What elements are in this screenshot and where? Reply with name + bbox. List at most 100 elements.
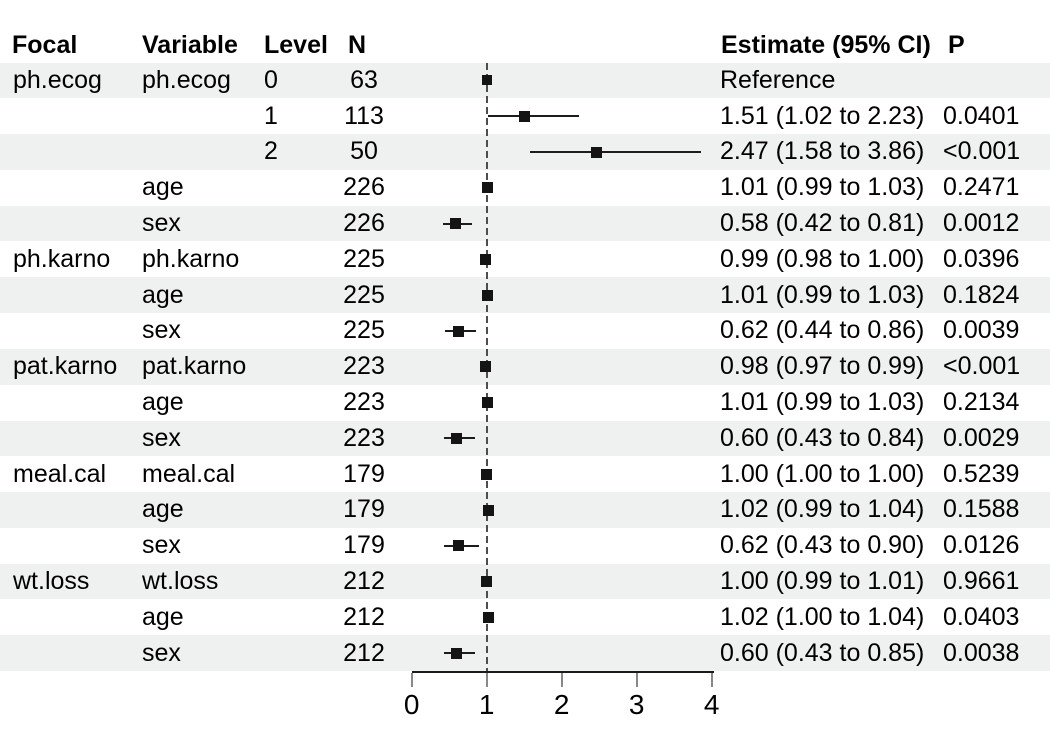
table-row: wt.loss wt.loss 212 1.00 (0.99 to 1.01) 0.96…	[0, 563, 1050, 600]
n-cell: 212	[343, 567, 385, 596]
estimate-cell: 0.58 (0.42 to 0.81)	[720, 209, 925, 238]
n-cell: 113	[344, 101, 384, 130]
estimate-marker	[481, 182, 493, 194]
p-cell: 0.0396	[943, 244, 1020, 273]
x-axis-tick-label: 1	[478, 689, 495, 720]
estimate-cell: Reference	[720, 65, 836, 94]
p-cell: 0.1824	[943, 280, 1020, 309]
level-cell: 0	[264, 65, 278, 94]
n-cell: 179	[343, 459, 385, 488]
col-header-estimate: Estimate (95% CI)	[721, 31, 931, 59]
variable-cell: ph.ecog	[142, 65, 231, 94]
estimate-cell: 1.01 (0.99 to 1.03)	[720, 388, 925, 417]
estimate-cell: 0.62 (0.43 to 0.90)	[720, 531, 925, 560]
x-axis-line	[411, 670, 714, 673]
x-axis-tick-label: 0	[403, 689, 420, 720]
level-cell: 1	[264, 101, 278, 130]
n-cell: 226	[343, 173, 385, 202]
table-row: 1 113 1.51 (1.02 to 2.23) 0.0401	[0, 98, 1050, 134]
estimate-marker	[481, 576, 493, 588]
variable-cell: sex	[142, 638, 181, 667]
estimate-cell: 1.00 (0.99 to 1.01)	[720, 567, 925, 596]
estimate-marker	[481, 468, 493, 480]
n-cell: 179	[343, 495, 385, 524]
col-header-variable: Variable	[142, 31, 238, 59]
estimate-cell: 1.01 (0.99 to 1.03)	[720, 173, 925, 202]
table-row: sex 226 0.58 (0.42 to 0.81) 0.0012	[0, 205, 1050, 242]
estimate-cell: 0.99 (0.98 to 1.00)	[720, 244, 925, 273]
p-cell: 0.9661	[943, 567, 1020, 596]
n-cell: 225	[343, 244, 385, 273]
estimate-cell: 2.47 (1.58 to 3.86)	[720, 137, 925, 166]
col-header-n: N	[348, 31, 367, 59]
x-axis-tick	[410, 672, 413, 687]
table-row: ph.karno ph.karno 225 0.99 (0.98 to 1.00) 0.…	[0, 242, 1050, 278]
level-cell: 2	[264, 137, 278, 166]
p-cell: <0.001	[943, 352, 1021, 381]
variable-cell: sex	[142, 209, 181, 238]
col-header-level: Level	[264, 31, 328, 59]
table-row: meal.cal meal.cal 179 1.00 (1.00 to 1.00) 0.…	[0, 456, 1050, 492]
n-cell: 225	[343, 316, 385, 345]
variable-cell: pat.karno	[142, 352, 247, 381]
table-row: pat.karno pat.karno 223 0.98 (0.97 to 0.99)…	[0, 348, 1050, 385]
variable-cell: ph.karno	[142, 244, 240, 273]
n-cell: 212	[343, 638, 385, 667]
estimate-marker	[452, 325, 464, 337]
p-cell: 0.2134	[943, 388, 1020, 417]
p-cell: 0.5239	[943, 459, 1020, 488]
variable-cell: age	[142, 602, 184, 631]
table-row: sex 212 0.60 (0.43 to 0.85) 0.0038	[0, 635, 1050, 672]
x-axis-tick-label: 4	[703, 689, 720, 720]
p-cell: 0.0038	[943, 638, 1020, 667]
focal-cell: wt.loss	[13, 567, 90, 596]
estimate-cell: 1.01 (0.99 to 1.03)	[720, 280, 925, 309]
n-cell: 223	[343, 423, 385, 452]
estimate-marker	[481, 397, 493, 409]
table-row: 2 50 2.47 (1.58 to 3.86) <0.001	[0, 134, 1050, 170]
table-row: age 223 1.01 (0.99 to 1.03) 0.2134	[0, 385, 1050, 421]
estimate-marker	[519, 110, 531, 122]
focal-cell: meal.cal	[13, 459, 107, 488]
p-cell: 0.0012	[943, 209, 1020, 238]
table-row: age 179 1.02 (0.99 to 1.04) 0.1588	[0, 492, 1050, 528]
table-row: sex 179 0.62 (0.43 to 0.90) 0.0126	[0, 528, 1050, 564]
p-cell: 0.1588	[943, 495, 1020, 524]
variable-cell: sex	[142, 316, 181, 345]
n-cell: 225	[343, 280, 385, 309]
focal-cell: ph.karno	[13, 244, 111, 273]
n-cell: 63	[350, 65, 378, 94]
n-cell: 50	[350, 137, 378, 166]
table-row: ph.ecog ph.ecog 0 63 Reference	[0, 62, 1050, 99]
n-cell: 226	[343, 209, 385, 238]
p-cell: 0.0126	[943, 531, 1020, 560]
estimate-cell: 0.98 (0.97 to 0.99)	[720, 352, 925, 381]
variable-cell: meal.cal	[142, 459, 236, 488]
estimate-cell: 0.62 (0.44 to 0.86)	[720, 316, 925, 345]
focal-cell: ph.ecog	[13, 65, 102, 94]
estimate-cell: 1.02 (0.99 to 1.04)	[720, 495, 925, 524]
col-header-p: P	[948, 31, 965, 59]
x-axis-tick-label: 3	[628, 689, 645, 720]
variable-cell: sex	[142, 423, 181, 452]
n-cell: 212	[343, 602, 385, 631]
p-cell: 0.0039	[943, 316, 1020, 345]
focal-cell: pat.karno	[13, 352, 118, 381]
ci-line	[530, 151, 702, 153]
n-cell: 179	[343, 531, 385, 560]
p-cell: 0.2471	[943, 173, 1020, 202]
n-cell: 223	[343, 352, 385, 381]
x-axis-tick	[635, 672, 638, 687]
table-row: age 212 1.02 (1.00 to 1.04) 0.0403	[0, 600, 1050, 636]
estimate-marker	[452, 540, 464, 552]
estimate-cell: 1.00 (1.00 to 1.00)	[720, 459, 925, 488]
x-axis-tick-label: 2	[553, 689, 570, 720]
p-cell: 0.0401	[943, 101, 1020, 130]
estimate-marker	[479, 361, 491, 373]
variable-cell: age	[142, 388, 184, 417]
reference-marker	[481, 75, 492, 86]
variable-cell: age	[142, 495, 184, 524]
variable-cell: wt.loss	[142, 567, 219, 596]
variable-cell: age	[142, 280, 184, 309]
